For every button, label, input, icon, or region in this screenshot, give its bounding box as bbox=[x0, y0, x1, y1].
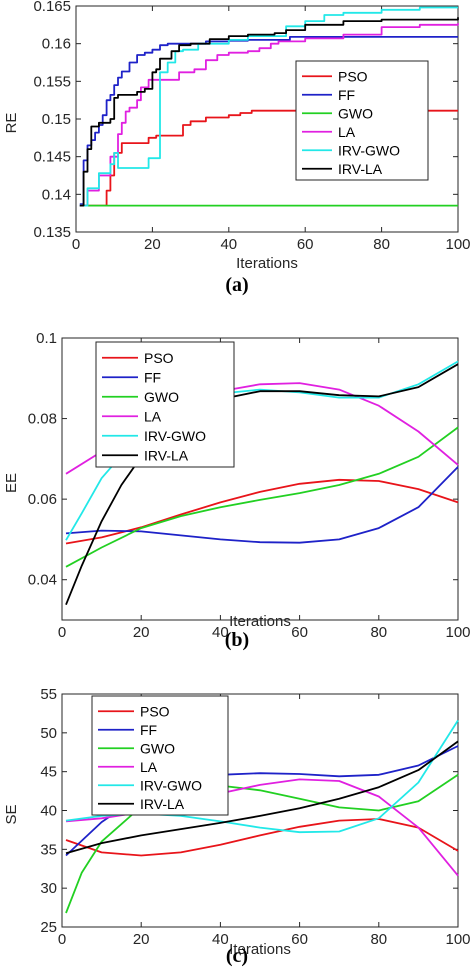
y-tick-label: 0.06 bbox=[28, 491, 57, 508]
legend-label: IRV-LA bbox=[144, 447, 189, 463]
y-tick-label: 0.15 bbox=[42, 111, 71, 128]
y-tick-label: 0.14 bbox=[42, 186, 71, 203]
x-axis-label: Iterations bbox=[229, 941, 291, 958]
series-line-gwo bbox=[65, 426, 459, 568]
y-tick-label: 25 bbox=[40, 919, 57, 936]
x-tick-label: 0 bbox=[58, 931, 66, 948]
x-tick-label: 0 bbox=[58, 624, 66, 641]
legend-label: IRV-LA bbox=[338, 161, 383, 177]
x-axis-label: Iterations bbox=[236, 255, 298, 272]
y-tick-label: 0.135 bbox=[33, 224, 71, 241]
y-tick-label: 40 bbox=[40, 803, 57, 820]
legend-label: GWO bbox=[140, 740, 175, 756]
legend-label: LA bbox=[144, 408, 162, 424]
x-tick-label: 20 bbox=[144, 236, 161, 253]
y-tick-label: 0.145 bbox=[33, 149, 71, 166]
y-tick-label: 0.16 bbox=[42, 36, 71, 53]
x-tick-label: 20 bbox=[133, 931, 150, 948]
x-tick-label: 80 bbox=[370, 624, 387, 641]
legend-box bbox=[91, 695, 229, 816]
series-line-irv-la bbox=[65, 740, 459, 855]
x-axis-label: Iterations bbox=[229, 613, 291, 630]
legend-label: GWO bbox=[144, 389, 179, 405]
y-tick-label: 50 bbox=[40, 725, 57, 742]
x-tick-label: 80 bbox=[370, 931, 387, 948]
panel-a-caption: (a) bbox=[225, 274, 249, 296]
y-tick-label: 30 bbox=[40, 880, 57, 897]
series-line-ff bbox=[65, 466, 459, 544]
chart-panel-a: 0 20 40 60 80 100 0.135 0.14 0.145 0.15 0.155 0.16 0… bbox=[3, 0, 471, 272]
x-tick-label: 60 bbox=[291, 931, 308, 948]
panel-c-caption: (c) bbox=[225, 945, 249, 967]
legend-label: LA bbox=[140, 759, 158, 775]
legend-label: PSO bbox=[144, 350, 174, 366]
series-line-ff bbox=[79, 36, 458, 205]
legend-label: IRV-LA bbox=[140, 796, 185, 812]
legend-label: IRV-GWO bbox=[140, 777, 202, 793]
panel-b-caption: (b) bbox=[224, 629, 250, 651]
legend-label: PSO bbox=[140, 703, 170, 719]
x-tick-label: 40 bbox=[212, 931, 229, 948]
series-line-gwo bbox=[65, 774, 459, 914]
x-tick-label: 0 bbox=[72, 236, 80, 253]
y-tick-label: 55 bbox=[40, 686, 57, 703]
legend-label: PSO bbox=[338, 68, 368, 84]
legend-label: IRV-GWO bbox=[144, 428, 206, 444]
y-axis-label: EE bbox=[3, 473, 20, 493]
legend-label: LA bbox=[338, 124, 356, 140]
chart-panel-c: 0 20 40 60 80 100 25 30 35 40 45 50 55 Iterations SE PS… bbox=[3, 686, 471, 958]
legend-label: FF bbox=[338, 87, 355, 103]
x-tick-label: 100 bbox=[445, 624, 470, 641]
y-tick-label: 0.155 bbox=[33, 73, 71, 90]
y-tick-label: 0.04 bbox=[28, 572, 57, 589]
x-tick-label: 20 bbox=[133, 624, 150, 641]
y-tick-label: 35 bbox=[40, 841, 57, 858]
legend-box bbox=[95, 341, 235, 468]
legend-box bbox=[295, 60, 429, 181]
x-tick-label: 60 bbox=[291, 624, 308, 641]
x-tick-label: 40 bbox=[212, 624, 229, 641]
x-tick-label: 40 bbox=[220, 236, 237, 253]
y-tick-label: 0.1 bbox=[36, 330, 57, 347]
legend-label: FF bbox=[144, 369, 161, 385]
legend-label: IRV-GWO bbox=[338, 142, 400, 158]
legend-label: GWO bbox=[338, 105, 373, 121]
legend-label: FF bbox=[140, 722, 157, 738]
series-line-pso bbox=[65, 818, 459, 857]
x-tick-label: 100 bbox=[445, 931, 470, 948]
y-tick-label: 0.08 bbox=[28, 411, 57, 428]
x-tick-label: 100 bbox=[445, 236, 470, 253]
y-tick-label: 45 bbox=[40, 764, 57, 781]
y-axis-label: RE bbox=[3, 113, 20, 134]
y-axis-label: SE bbox=[3, 804, 20, 824]
series-line-irv-la bbox=[79, 17, 459, 207]
x-tick-label: 80 bbox=[373, 236, 390, 253]
x-tick-label: 60 bbox=[297, 236, 314, 253]
chart-panel-b: 0 20 40 60 80 100 0.04 0.06 0.08 0.1 Iterations EE P… bbox=[3, 330, 471, 641]
series-line-irv-gwo bbox=[79, 6, 458, 207]
y-tick-label: 0.165 bbox=[33, 0, 71, 15]
